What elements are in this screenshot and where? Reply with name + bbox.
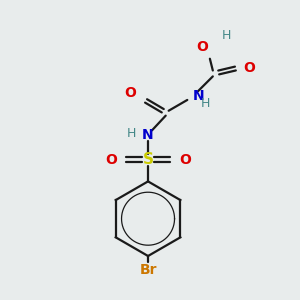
Text: N: N [193,89,205,103]
Text: O: O [105,153,117,167]
Text: H: H [127,127,136,140]
Text: O: O [243,61,255,75]
Text: S: S [142,152,154,167]
Text: H: H [222,29,231,42]
Text: O: O [179,153,191,167]
Text: Br: Br [139,263,157,277]
Text: O: O [196,40,208,54]
Text: O: O [124,86,136,100]
Text: H: H [201,98,210,110]
Text: N: N [142,128,154,142]
